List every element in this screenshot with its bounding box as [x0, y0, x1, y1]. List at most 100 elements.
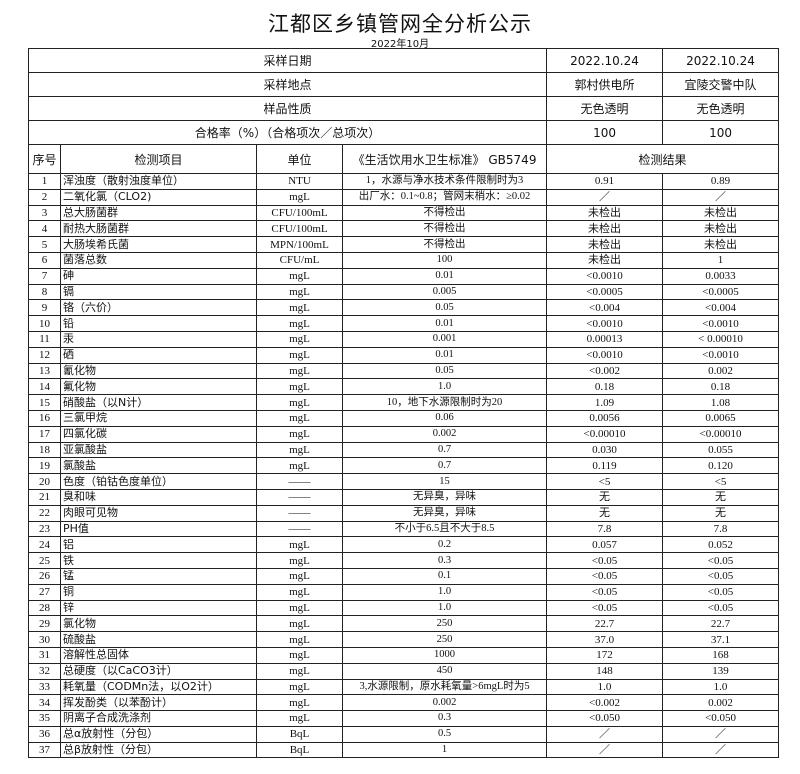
table-row: 28 锌 mgL 1.0 <0.05 <0.05 — [28, 599, 780, 617]
result1-cell: <0.05 — [546, 583, 664, 601]
item-cell: 耐热大肠菌群 — [60, 220, 257, 238]
table-row: 5 大肠埃希氏菌 MPN/100mL 不得检出 未检出 未检出 — [28, 236, 780, 253]
standard-cell: 0.3 — [341, 710, 548, 727]
table-row: 24 铝 mgL 0.2 0.057 0.052 — [28, 536, 780, 554]
result2-cell: 0.055 — [662, 441, 780, 459]
row-label: 采样地点 — [27, 72, 548, 97]
result2-cell: <0.05 — [662, 567, 780, 585]
result2-cell: <0.05 — [662, 552, 780, 569]
item-cell: 总大肠菌群 — [60, 204, 257, 222]
unit-cell: MPN/100mL — [256, 236, 343, 253]
item-cell: 氯化物 — [60, 615, 257, 633]
unit-cell: mgL — [256, 425, 343, 443]
table-row: 3 总大肠菌群 CFU/100mL 不得检出 未检出 未检出 — [28, 204, 780, 222]
result1-cell: ／ — [546, 188, 664, 206]
unit-cell: mgL — [256, 283, 343, 301]
seq-cell: 8 — [28, 283, 61, 301]
item-cell: 三氯甲烷 — [60, 409, 257, 427]
result2-cell: 0.0033 — [662, 267, 780, 285]
item-cell: 镉 — [60, 283, 257, 301]
item-cell: 锌 — [60, 599, 257, 617]
item-cell: 铜 — [60, 583, 257, 601]
table-row: 2 二氧化氯（CLO2) mgL 出厂水：0.1~0.8；管网末梢水：≥0.02 ／／ — [28, 188, 780, 206]
result1-cell: <0.0010 — [546, 267, 664, 285]
item-cell: 氟化物 — [60, 378, 257, 396]
result2-cell: 0.120 — [662, 457, 780, 475]
table-row: 37 总β放射性（分包） BqL 1 ／／ — [28, 741, 780, 759]
result2-cell: ／ — [662, 188, 780, 206]
unit-cell: BqL — [256, 741, 343, 759]
standard-cell: 0.002 — [341, 694, 548, 712]
standard-cell: 不小于6.5且不大于8.5 — [341, 520, 548, 538]
standard-cell: 1.0 — [341, 583, 548, 601]
result1-cell: 148 — [546, 662, 664, 680]
result1-cell: <0.05 — [546, 599, 664, 617]
result1-cell: <0.004 — [546, 299, 664, 317]
result2-cell: <0.0010 — [662, 315, 780, 332]
result2-cell: 1.08 — [662, 394, 780, 411]
standard-cell: 0.06 — [341, 409, 548, 427]
item-cell: 总α放射性（分包） — [60, 725, 257, 743]
result1-cell: 37.0 — [546, 631, 664, 648]
item-cell: 硒 — [60, 346, 257, 364]
result1-cell: <0.002 — [546, 362, 664, 380]
table-row: 9 铬（六价） mgL 0.05 <0.004 <0.004 — [28, 299, 780, 317]
result2-cell: 无 — [662, 504, 780, 522]
row-label: 采样日期 — [27, 48, 548, 73]
seq-cell: 32 — [28, 662, 61, 680]
result2-cell: 139 — [662, 662, 780, 680]
result1-cell: 0.119 — [546, 457, 664, 475]
result1-cell: 1.0 — [546, 678, 664, 696]
unit-cell: NTU — [256, 173, 343, 190]
item-cell: 砷 — [60, 267, 257, 285]
table-row: 25 铁 mgL 0.3 <0.05 <0.05 — [28, 552, 780, 569]
seq-cell: 35 — [28, 710, 61, 727]
item-cell: 铝 — [60, 536, 257, 554]
standard-cell: 无异臭，异味 — [341, 488, 548, 506]
result1-cell: 无 — [546, 488, 664, 506]
standard-cell: 15 — [341, 473, 548, 490]
unit-cell: CFU/100mL — [256, 204, 343, 222]
unit-cell: CFU/mL — [256, 251, 343, 269]
col-item: 检测项目 — [60, 144, 257, 174]
standard-cell: 0.01 — [341, 346, 548, 364]
result1-cell: <0.002 — [546, 694, 664, 712]
seq-cell: 30 — [28, 631, 61, 648]
result1-cell: 未检出 — [546, 220, 664, 238]
item-cell: 四氯化碳 — [60, 425, 257, 443]
sample1-value: 无色透明 — [546, 96, 664, 121]
seq-cell: 16 — [28, 409, 61, 427]
seq-cell: 26 — [28, 567, 61, 585]
standard-cell: 不得检出 — [341, 204, 548, 222]
table-row: 29 氯化物 mgL 250 22.7 22.7 — [28, 615, 780, 633]
item-cell: 色度（铂钴色度单位） — [60, 473, 257, 490]
result1-cell: <0.0005 — [546, 283, 664, 301]
item-cell: 氰化物 — [60, 362, 257, 380]
sample-nature-row: 样品性质 无色透明 无色透明 — [27, 96, 780, 121]
unit-cell: mgL — [256, 631, 343, 648]
result2-cell: ／ — [662, 741, 780, 759]
sample2-value: 宜陵交警中队 — [662, 72, 780, 97]
result2-cell: <0.0005 — [662, 283, 780, 301]
item-cell: 总β放射性（分包） — [60, 741, 257, 759]
unit-cell: —— — [256, 488, 343, 506]
item-cell: 菌落总数 — [60, 251, 257, 269]
result2-cell: 0.0065 — [662, 409, 780, 427]
item-cell: 锰 — [60, 567, 257, 585]
unit-cell: mgL — [256, 646, 343, 664]
seq-cell: 15 — [28, 394, 61, 411]
result2-cell: 37.1 — [662, 631, 780, 648]
unit-cell: mgL — [256, 678, 343, 696]
standard-cell: 0.002 — [341, 425, 548, 443]
unit-cell: CFU/100mL — [256, 220, 343, 238]
standard-cell: 0.005 — [341, 283, 548, 301]
result2-cell: < 0.00010 — [662, 330, 780, 348]
column-header-row: 序号 检测项目 单位 《生活饮用水卫生标准》 GB5749 检测结果 — [28, 144, 780, 174]
table-row: 23 PH值 —— 不小于6.5且不大于8.5 7.8 7.8 — [28, 520, 780, 538]
item-cell: 硝酸盐（以N计） — [60, 394, 257, 411]
result1-cell: ／ — [546, 725, 664, 743]
standard-cell: 0.7 — [341, 441, 548, 459]
standard-cell: 出厂水：0.1~0.8；管网末梢水：≥0.02 — [341, 188, 548, 206]
table-row: 11 汞 mgL 0.001 0.00013 < 0.00010 — [28, 330, 780, 348]
result2-cell: 7.8 — [662, 520, 780, 538]
